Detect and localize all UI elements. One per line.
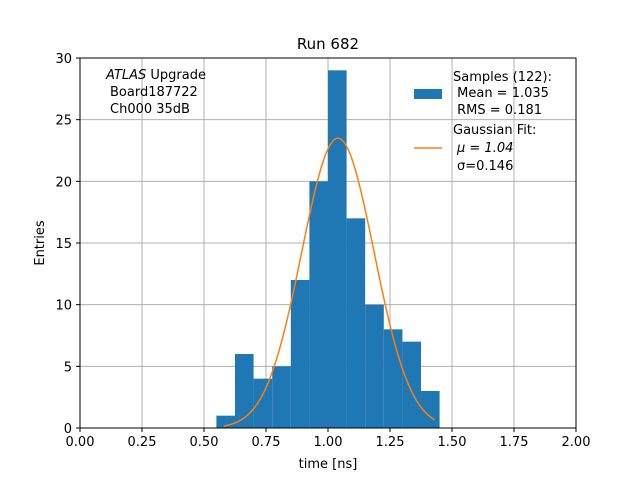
atlas-label: ATLAS	[105, 68, 146, 83]
histogram-bar	[235, 354, 254, 428]
histogram-bar	[421, 391, 440, 428]
x-axis-ticks: 0.00 0.25 0.50 0.75 1.00 1.25 1.50 1.75 2.00	[66, 428, 591, 450]
x-tick-label: 2.00	[562, 435, 591, 450]
legend: Samples (122): Mean = 1.035 RMS = 0.181 …	[414, 70, 552, 174]
histogram-bar	[383, 329, 403, 428]
y-tick-label: 10	[55, 299, 72, 314]
histogram-bar	[290, 280, 310, 428]
x-tick-label: 0.75	[252, 435, 281, 450]
histogram-bar	[253, 378, 273, 428]
legend-fit-mu: μ = 1.04	[456, 141, 513, 156]
y-tick-label: 5	[64, 360, 72, 375]
y-axis-ticks: 0 5 10 15 20 25 30	[55, 52, 80, 437]
upgrade-label: Upgrade	[146, 68, 206, 83]
board-label: Board187722	[110, 85, 198, 100]
legend-samples-rms: RMS = 0.181	[453, 103, 542, 118]
histogram-bar	[402, 341, 421, 428]
legend-samples-mean: Mean = 1.035	[453, 86, 549, 101]
histogram-bar	[328, 70, 347, 428]
x-tick-label: 1.75	[500, 435, 529, 450]
gaussian-fit-curve	[223, 137, 436, 427]
legend-samples-title: Samples (122):	[453, 70, 552, 85]
x-tick-label: 0.50	[190, 435, 219, 450]
y-tick-label: 0	[64, 422, 72, 437]
y-tick-label: 20	[55, 175, 72, 190]
y-tick-label: 30	[55, 52, 72, 67]
info-annotation: ATLAS Upgrade Board187722 Ch000 35dB	[105, 68, 206, 117]
histogram-bar	[365, 304, 384, 428]
y-tick-label: 25	[55, 114, 72, 129]
x-tick-label: 1.25	[376, 435, 405, 450]
histogram-bar	[346, 218, 366, 428]
chart-title: Run 682	[297, 35, 359, 53]
channel-label: Ch000 35dB	[110, 102, 190, 117]
x-tick-label: 1.00	[314, 435, 343, 450]
y-axis-label: Entries	[33, 220, 48, 266]
x-tick-label: 0.00	[66, 435, 95, 450]
atlas-upgrade-label: ATLAS Upgrade	[105, 68, 206, 83]
histogram-bars	[216, 70, 440, 428]
y-tick-label: 15	[55, 237, 72, 252]
x-tick-label: 0.25	[128, 435, 157, 450]
histogram-bar	[272, 366, 291, 428]
legend-samples-swatch	[414, 89, 442, 99]
legend-fit-title: Gaussian Fit:	[453, 123, 536, 138]
legend-fit-sigma: σ=0.146	[457, 159, 513, 174]
x-tick-label: 1.50	[438, 435, 467, 450]
histogram-bar	[309, 181, 328, 428]
x-axis-label: time [ns]	[299, 457, 358, 472]
